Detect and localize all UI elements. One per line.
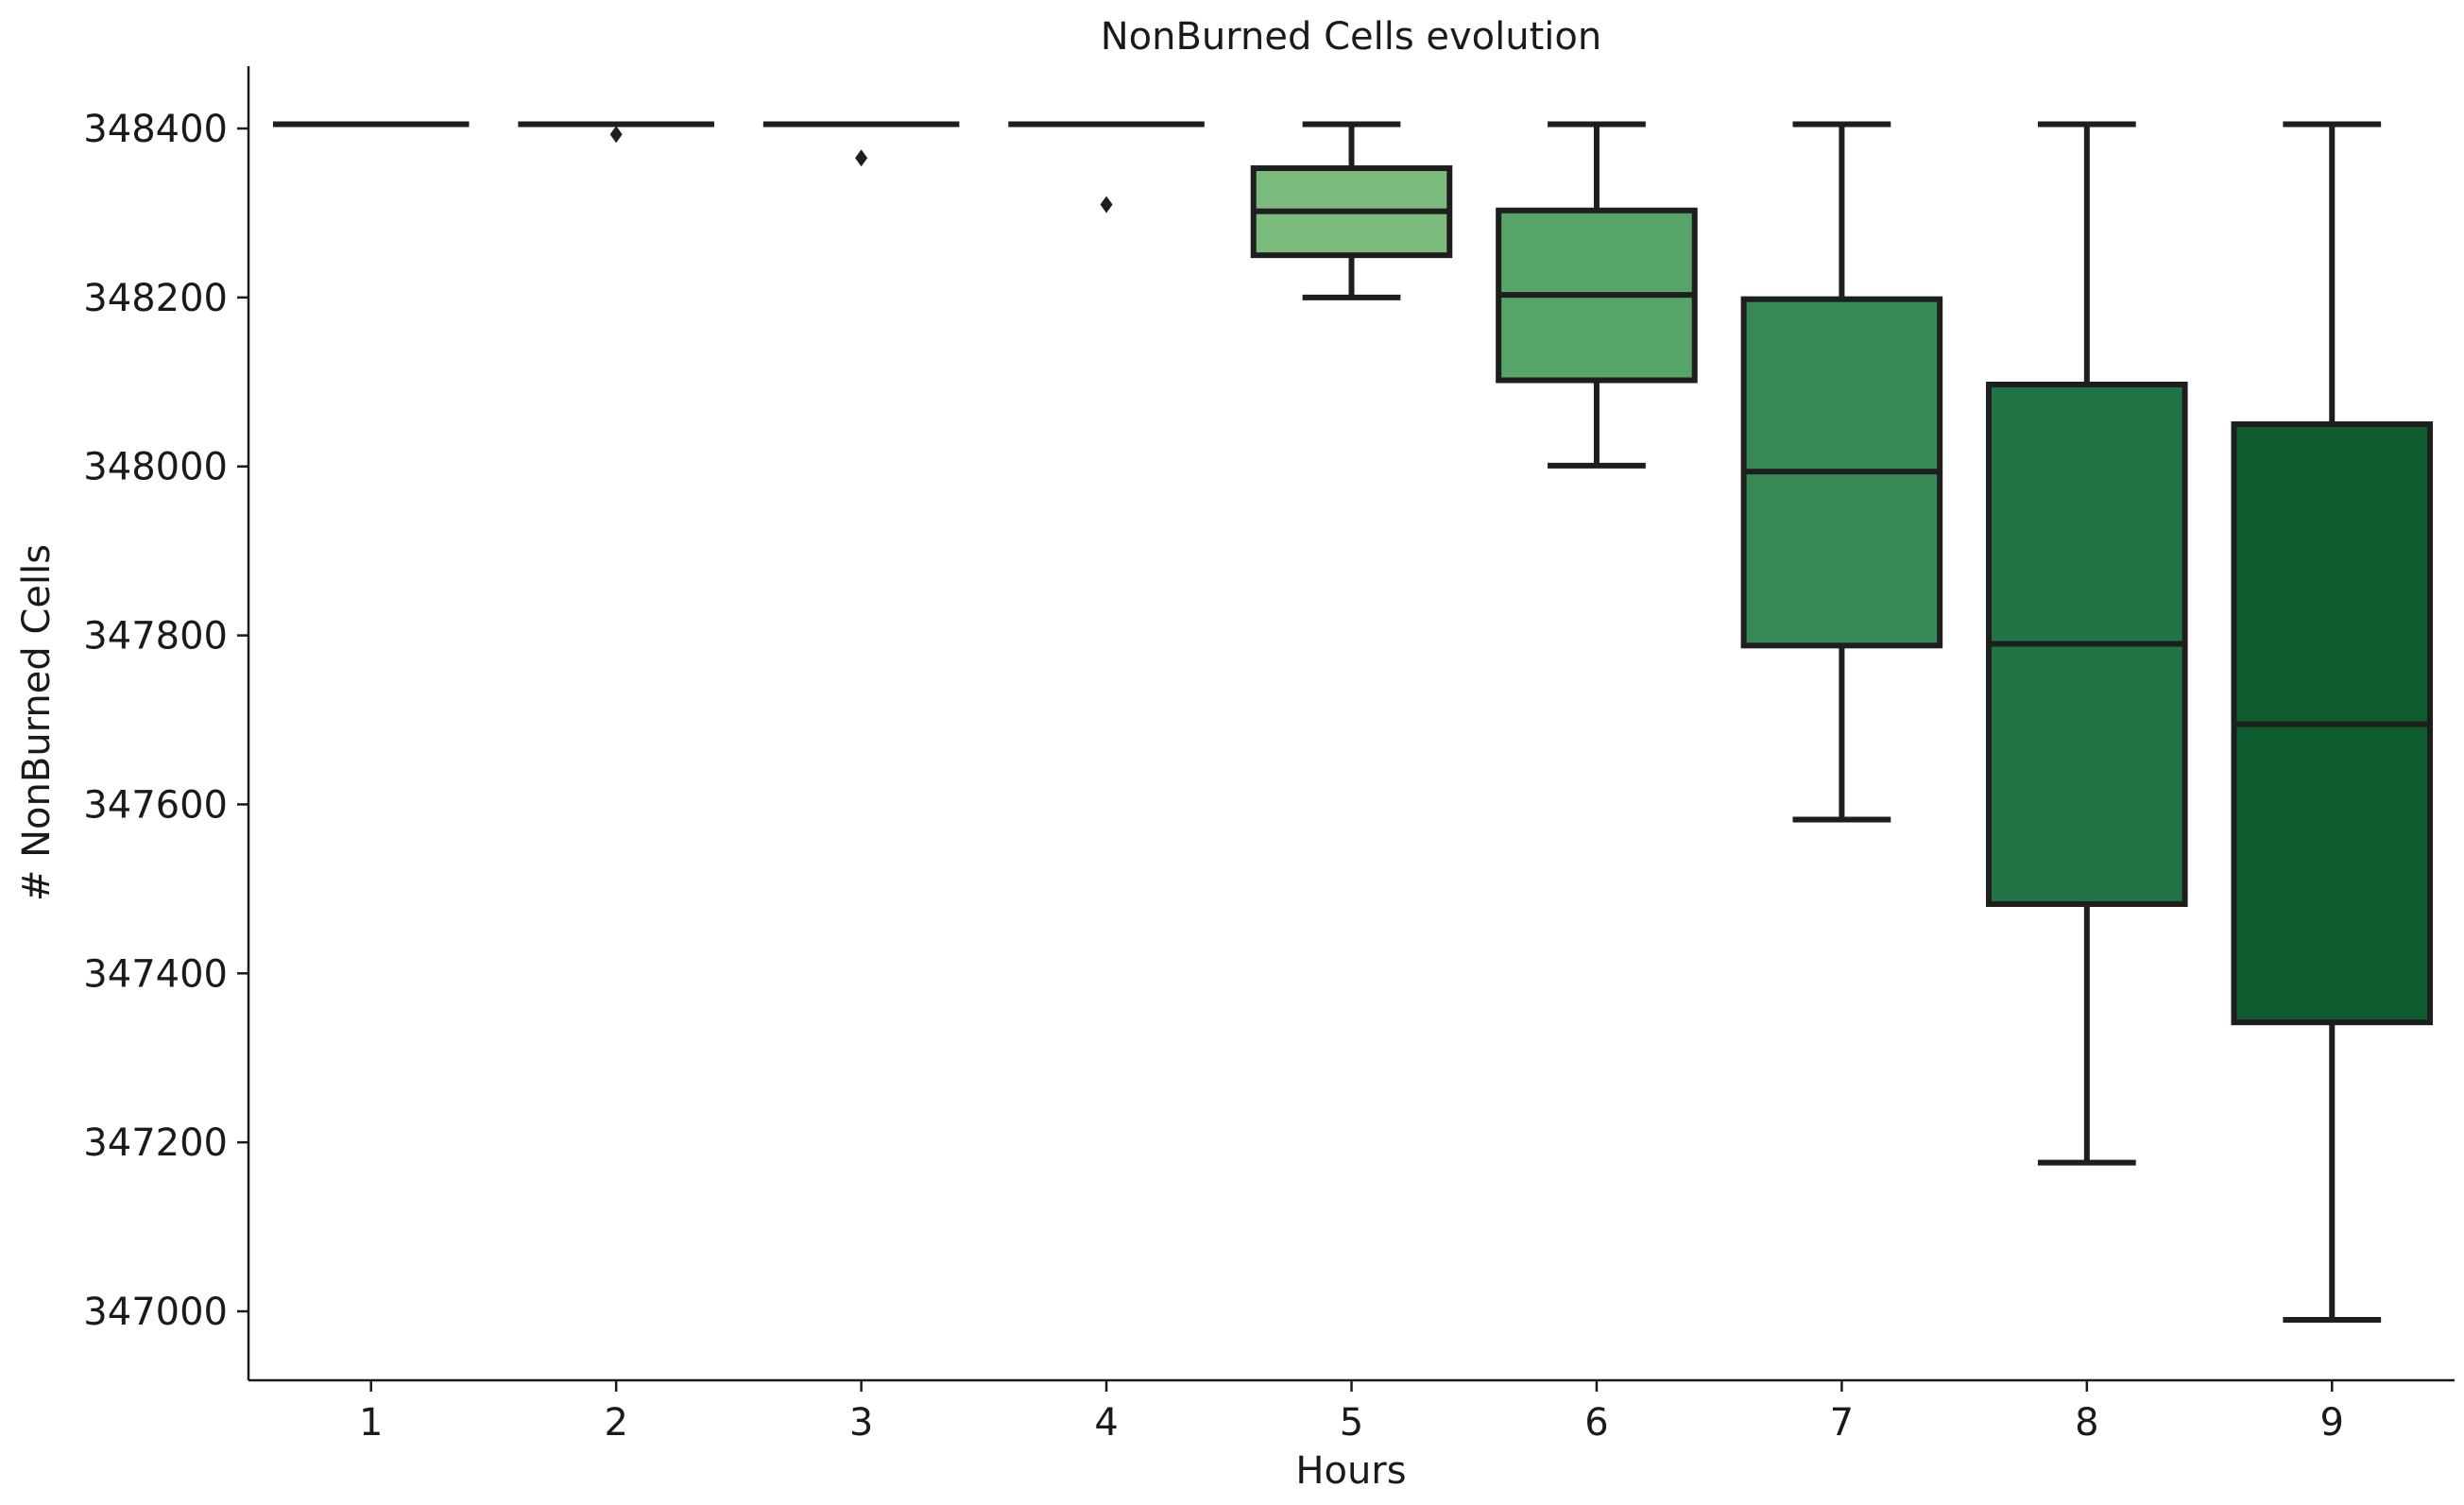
plot-area — [272, 121, 2434, 1323]
y-tick-label: 348000 — [83, 446, 228, 489]
x-tick-label: 8 — [2075, 1401, 2098, 1445]
box-group-hour-6 — [1496, 121, 1698, 469]
box-group-hour-7 — [1740, 121, 1943, 823]
box-group-hour-9 — [2231, 121, 2434, 1323]
y-tick-label: 347600 — [83, 783, 228, 827]
outlier-point — [855, 149, 868, 167]
x-tick-label: 3 — [849, 1401, 873, 1445]
x-axis-ticks: 1 2 3 4 5 6 7 8 9 — [359, 1380, 2344, 1445]
y-tick-label: 347200 — [83, 1121, 228, 1165]
y-axis-ticks: 347000 347200 347400 347600 347800 348000 3482… — [83, 108, 248, 1334]
x-tick-label: 1 — [359, 1401, 383, 1445]
box-group-hour-2 — [518, 121, 714, 144]
y-axis-label: # NonBurned Cells — [15, 544, 59, 901]
x-axis-label: Hours — [1295, 1449, 1406, 1493]
chart-title: NonBurned Cells evolution — [1101, 15, 1602, 59]
x-tick-label: 4 — [1094, 1401, 1118, 1445]
x-tick-label: 7 — [1830, 1401, 1854, 1445]
y-tick-label: 348400 — [83, 108, 228, 151]
box-group-hour-4 — [1008, 121, 1205, 214]
outlier-point — [609, 126, 623, 144]
y-tick-label: 348200 — [83, 277, 228, 320]
x-tick-label: 6 — [1584, 1401, 1608, 1445]
y-tick-label: 347000 — [83, 1291, 228, 1334]
x-tick-label: 5 — [1340, 1401, 1363, 1445]
y-tick-label: 347400 — [83, 952, 228, 996]
box-group-hour-5 — [1250, 121, 1453, 300]
x-tick-label: 9 — [2320, 1401, 2344, 1445]
x-tick-label: 2 — [604, 1401, 627, 1445]
box-group-hour-8 — [1986, 121, 2188, 1166]
y-tick-label: 347800 — [83, 615, 228, 658]
box-group-hour-3 — [762, 121, 960, 167]
outlier-point — [1100, 196, 1113, 214]
